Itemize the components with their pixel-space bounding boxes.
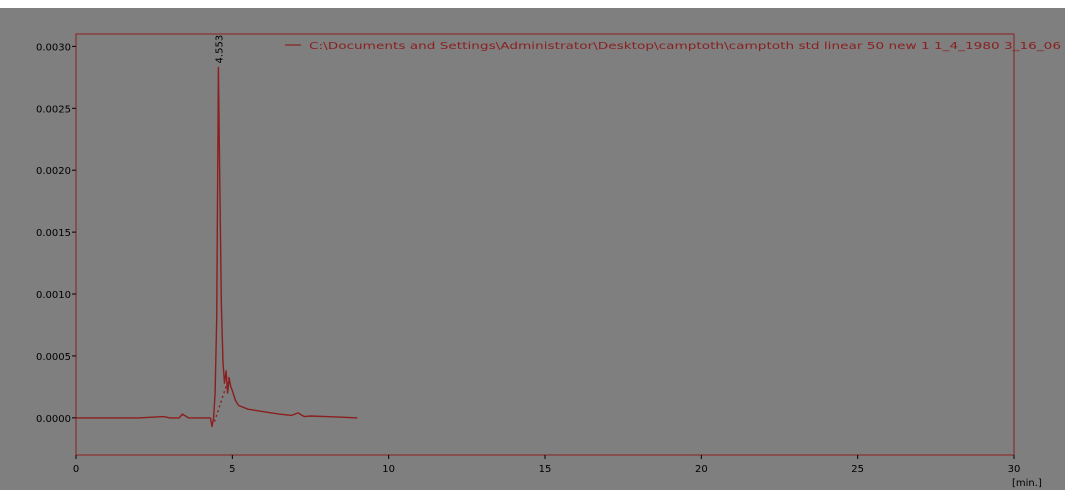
y-tick-label: 0.0020 xyxy=(36,166,71,177)
legend: C:\Documents and Settings\Administrator\… xyxy=(285,41,1061,52)
x-tick-label: 30 xyxy=(1008,464,1021,475)
plot-area-background xyxy=(0,8,1065,490)
plot-layer xyxy=(0,8,1065,490)
y-tick-label: 0.0010 xyxy=(36,290,71,301)
chromatogram-series-line xyxy=(76,66,358,428)
legend-label: C:\Documents and Settings\Administrator\… xyxy=(309,41,1061,52)
x-tick-label: 10 xyxy=(382,464,395,475)
x-tick-label: 5 xyxy=(229,464,235,475)
x-tick-label: 0 xyxy=(73,464,79,475)
x-tick-label: 15 xyxy=(539,464,552,475)
y-tick-label: 0.0025 xyxy=(36,104,71,115)
x-unit-label: [min.] xyxy=(1012,478,1042,489)
x-tick-label: 20 xyxy=(695,464,708,475)
y-tick-label: 0.0030 xyxy=(36,42,71,53)
y-tick-label: 0.0000 xyxy=(36,414,71,425)
y-tick-label: 0.0005 xyxy=(36,352,71,363)
peak-label: 4.553 xyxy=(214,35,225,64)
x-tick-label: 25 xyxy=(851,464,864,475)
series-layer: 4.553 xyxy=(76,35,358,428)
y-tick-label: 0.0015 xyxy=(36,228,71,239)
axis-layer: 0.0000 0.0005 0.0010 0.0015 0.0020 0.0025 0.00… xyxy=(36,42,1020,475)
